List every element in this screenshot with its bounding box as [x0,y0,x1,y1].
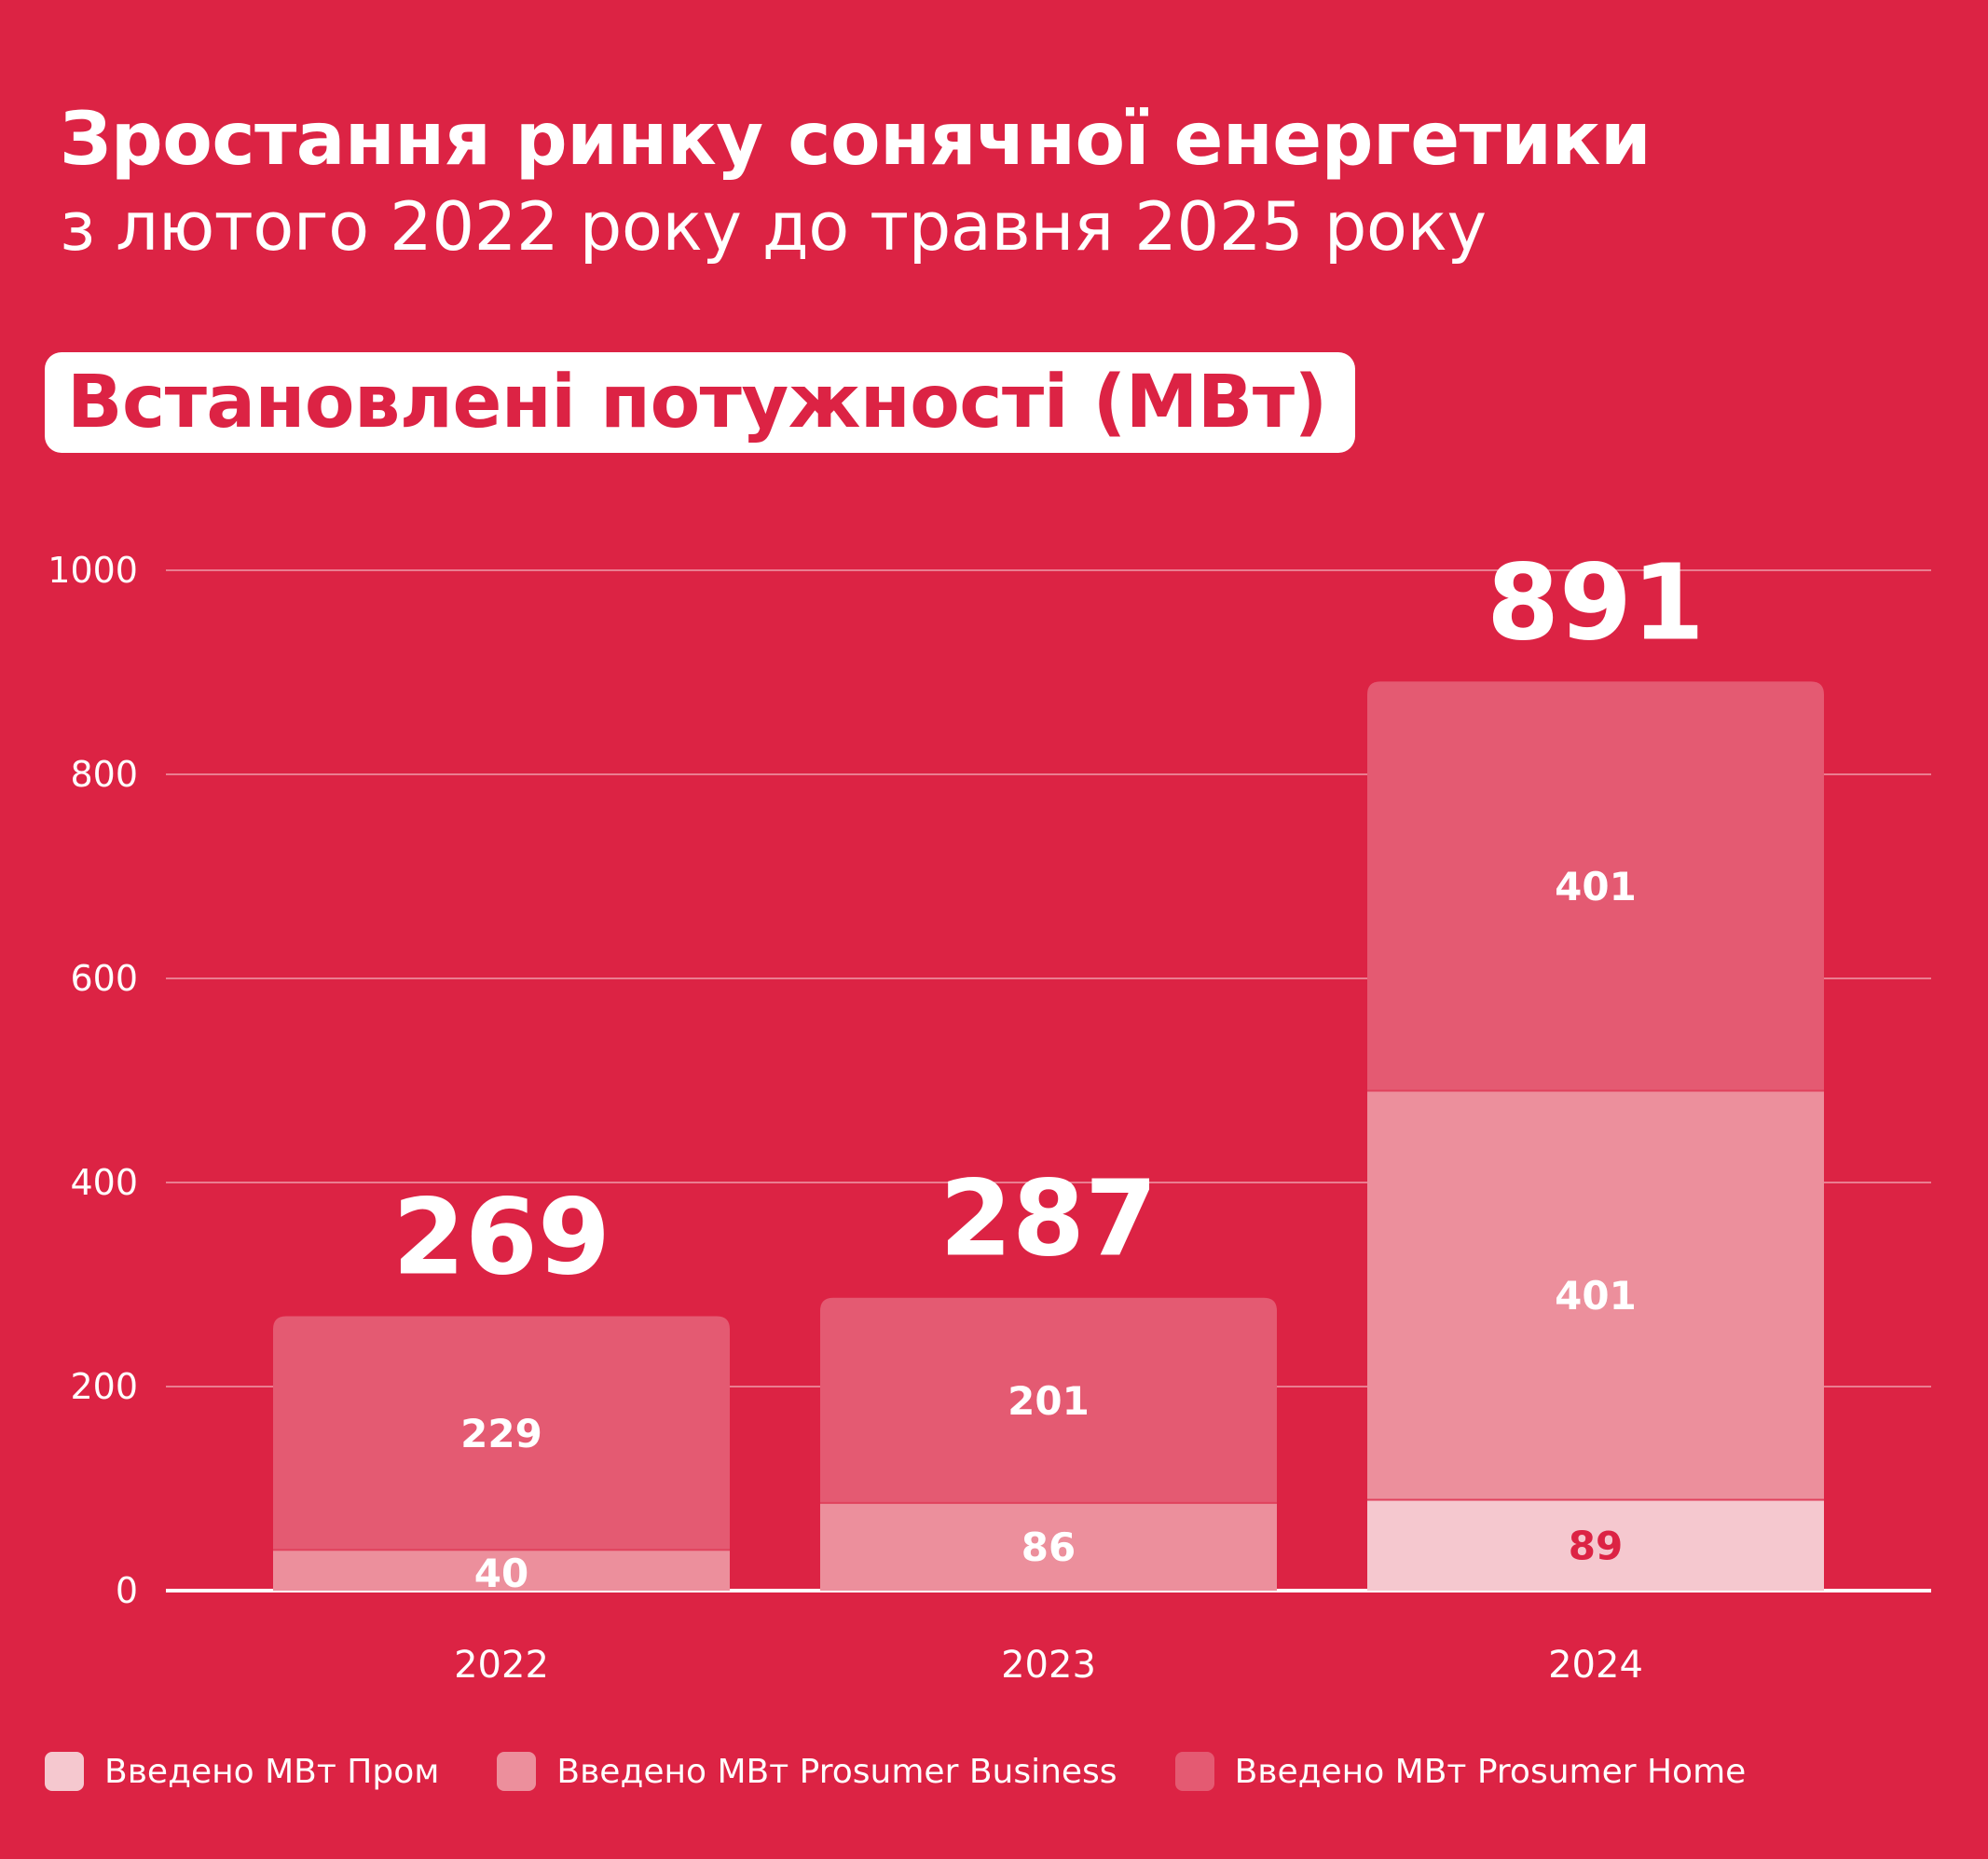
legend-label-prosumer-business: Введено МВт Prosumer Business [556,1752,1117,1791]
segment-value-label: 86 [1021,1524,1076,1570]
bar-segment-2022-series-2 [273,1316,730,1551]
legend-label-prosumer-home: Введено МВт Prosumer Home [1234,1752,1747,1791]
legend: Введено МВт Пром Введено МВт Prosumer Bu… [45,1752,1746,1791]
segment-value-label: 40 [474,1551,528,1596]
y-tick-label: 0 [116,1570,138,1611]
segment-value-label: 229 [460,1411,542,1456]
bar-segment-2024-series-0 [1367,1499,1824,1591]
chart-subtitle: з лютого 2022 року до травня 2025 року [60,187,1487,266]
legend-item-prosumer-home: Введено МВт Prosumer Home [1174,1752,1747,1791]
segment-value-label: 201 [1008,1378,1090,1424]
legend-item-prosumer-business: Введено МВт Prosumer Business [497,1752,1117,1791]
y-tick-label: 800 [70,754,138,795]
x-tick-label: 2024 [1548,1644,1643,1687]
y-tick-label: 600 [70,958,138,999]
y-tick-label: 400 [70,1162,138,1203]
bar-total-label: 287 [939,1159,1158,1280]
bar-segment-2023-series-1 [820,1502,1277,1591]
legend-swatch-prom [45,1752,84,1791]
y-tick-label: 200 [70,1366,138,1407]
section-label: Встановлені потужності (МВт) [45,352,1355,453]
segment-value-label: 401 [1555,864,1637,909]
legend-swatch-prosumer-business [497,1752,537,1791]
bar-total-label: 269 [392,1177,610,1298]
legend-label-prom: Введено МВт Пром [104,1752,440,1791]
segment-value-label: 89 [1569,1523,1623,1568]
chart-title: Зростання ринку сонячної енергетики [60,98,1652,182]
y-tick-label: 1000 [48,550,138,591]
x-tick-label: 2023 [1001,1644,1096,1687]
bar-total-label: 891 [1487,542,1705,663]
bar-segment-2024-series-1 [1367,1090,1824,1500]
bar-segment-2022-series-1 [273,1550,730,1591]
x-tick-label: 2022 [454,1644,549,1687]
bar-segment-2024-series-2 [1367,681,1824,1091]
bar-segment-2023-series-2 [820,1297,1277,1503]
segment-value-label: 401 [1555,1273,1637,1319]
legend-item-prom: Введено МВт Пром [45,1752,439,1791]
legend-swatch-prosumer-home [1174,1752,1214,1791]
